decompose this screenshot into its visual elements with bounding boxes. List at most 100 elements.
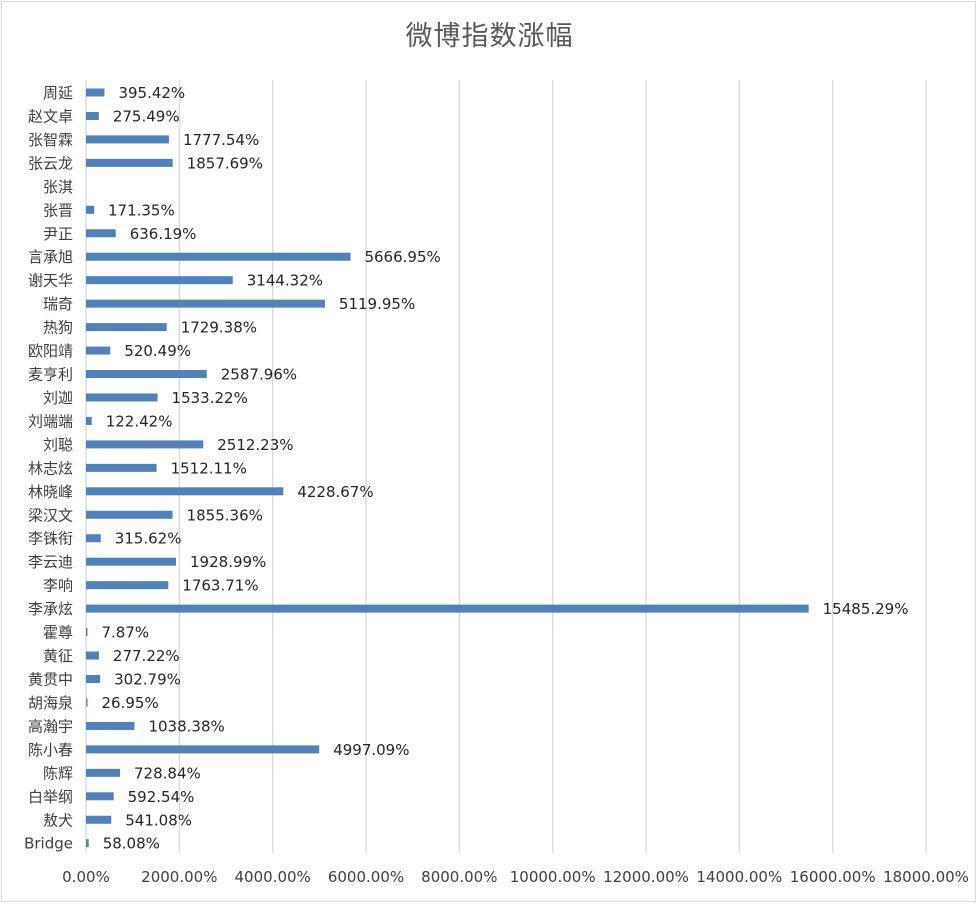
category-label-26: 胡海泉: [28, 694, 73, 712]
bar-14: [86, 416, 92, 425]
x-tick-label-9: 18000.00%: [883, 868, 969, 886]
x-tick-label-4: 8000.00%: [421, 868, 497, 886]
bar-9: [86, 299, 325, 308]
data-label-11: 520.49%: [124, 342, 191, 360]
category-label-19: 李铢衔: [28, 530, 73, 548]
category-label-6: 尹正: [43, 225, 73, 243]
bar-26: [86, 698, 88, 707]
data-label-2: 1777.54%: [183, 131, 259, 149]
data-label-16: 1512.11%: [171, 459, 247, 477]
category-label-25: 黄贯中: [28, 671, 73, 689]
bar-11: [86, 346, 111, 355]
bar-10: [86, 323, 167, 332]
data-label-24: 277.22%: [113, 647, 180, 665]
bar-8: [86, 276, 233, 285]
category-label-28: 陈小春: [28, 741, 73, 759]
bar-31: [86, 815, 112, 824]
bar-20: [86, 557, 177, 566]
bar-0: [86, 88, 105, 97]
bar-7: [86, 252, 351, 261]
data-label-28: 4997.09%: [333, 741, 409, 759]
data-label-30: 592.54%: [128, 788, 195, 806]
category-label-3: 张云龙: [28, 154, 73, 172]
data-label-14: 122.42%: [106, 412, 173, 430]
category-label-9: 瑞奇: [43, 295, 73, 313]
data-label-13: 1533.22%: [172, 389, 248, 407]
x-tick-label-8: 16000.00%: [790, 868, 876, 886]
category-label-20: 李云迪: [28, 553, 73, 571]
category-label-30: 白举纲: [28, 788, 73, 806]
data-label-29: 728.84%: [134, 764, 201, 782]
x-tick-label-5: 10000.00%: [510, 868, 596, 886]
x-tick-label-1: 2000.00%: [141, 868, 217, 886]
bar-17: [86, 487, 284, 496]
category-label-31: 敖犬: [43, 811, 73, 829]
data-label-31: 541.08%: [125, 811, 192, 829]
category-label-24: 黄征: [43, 647, 73, 665]
bar-12: [86, 370, 207, 379]
category-label-32: Bridge: [24, 835, 73, 853]
bar-25: [86, 675, 101, 683]
category-label-7: 言承旭: [28, 248, 73, 266]
data-label-3: 1857.69%: [187, 154, 263, 172]
bar-23: [86, 628, 88, 637]
category-label-8: 谢天华: [28, 272, 73, 290]
data-label-6: 636.19%: [130, 225, 197, 243]
bar-24: [86, 651, 99, 660]
category-label-4: 张淇: [43, 178, 73, 196]
bar-19: [86, 534, 101, 543]
bar-32: [86, 839, 89, 848]
category-labels: 周延赵文卓张智霖张云龙张淇张晋尹正言承旭谢天华瑞奇热狗欧阳靖麦亨利刘迦刘端端刘聪…: [24, 84, 73, 853]
bar-5: [86, 205, 94, 214]
x-tick-label-7: 14000.00%: [696, 868, 782, 886]
category-label-13: 刘迦: [43, 389, 73, 407]
bar-28: [86, 745, 320, 754]
bar-22: [86, 604, 809, 613]
data-label-22: 15485.29%: [823, 600, 909, 618]
category-label-11: 欧阳靖: [28, 342, 73, 360]
bar-30: [86, 792, 114, 801]
category-label-23: 霍尊: [43, 624, 73, 642]
category-label-0: 周延: [43, 84, 73, 102]
category-label-10: 热狗: [43, 319, 73, 337]
data-label-26: 26.95%: [102, 694, 159, 712]
bar-3: [86, 158, 173, 167]
data-label-23: 7.87%: [102, 624, 150, 642]
bar-15: [86, 440, 204, 449]
x-tick-label-2: 4000.00%: [235, 868, 311, 886]
data-label-21: 1763.71%: [182, 577, 258, 595]
data-label-0: 395.42%: [118, 84, 185, 102]
data-label-12: 2587.96%: [221, 366, 297, 384]
category-label-17: 林晓峰: [28, 483, 73, 501]
data-label-5: 171.35%: [108, 201, 175, 219]
bar-27: [86, 721, 135, 730]
category-label-5: 张晋: [43, 201, 73, 219]
bar-1: [86, 111, 99, 120]
data-label-18: 1855.36%: [187, 506, 263, 524]
data-label-27: 1038.38%: [148, 717, 224, 735]
x-tick-label-0: 0.00%: [62, 868, 110, 886]
bar-29: [86, 768, 121, 777]
data-label-9: 5119.95%: [339, 295, 415, 313]
category-label-1: 赵文卓: [28, 107, 73, 125]
data-label-32: 58.08%: [103, 835, 160, 853]
category-label-29: 陈辉: [43, 764, 73, 782]
category-label-22: 李承炫: [28, 600, 73, 618]
data-label-20: 1928.99%: [190, 553, 266, 571]
data-label-25: 302.79%: [114, 671, 181, 689]
x-tick-label-6: 12000.00%: [603, 868, 689, 886]
data-labels: 395.42% 275.49%1777.54% 1857.69% 171.35% 636…: [102, 84, 909, 853]
data-label-17: 4228.67%: [297, 483, 373, 501]
x-axis-tick-labels: 0.00% 2000.00% 4000.00% 6000.00% 8000.00% 100…: [62, 868, 969, 886]
data-label-10: 1729.38%: [181, 319, 257, 337]
category-label-27: 高瀚宇: [28, 717, 73, 735]
category-label-2: 张智霖: [28, 131, 73, 149]
category-label-12: 麦亨利: [28, 366, 73, 384]
data-label-8: 3144.32%: [247, 272, 323, 290]
x-tick-label-3: 6000.00%: [328, 868, 404, 886]
chart-title: 微博指数涨幅: [405, 21, 574, 52]
bars: [86, 88, 809, 848]
category-label-21: 李响: [43, 577, 73, 595]
category-label-16: 林志炫: [28, 459, 73, 477]
data-label-1: 275.49%: [113, 107, 180, 125]
